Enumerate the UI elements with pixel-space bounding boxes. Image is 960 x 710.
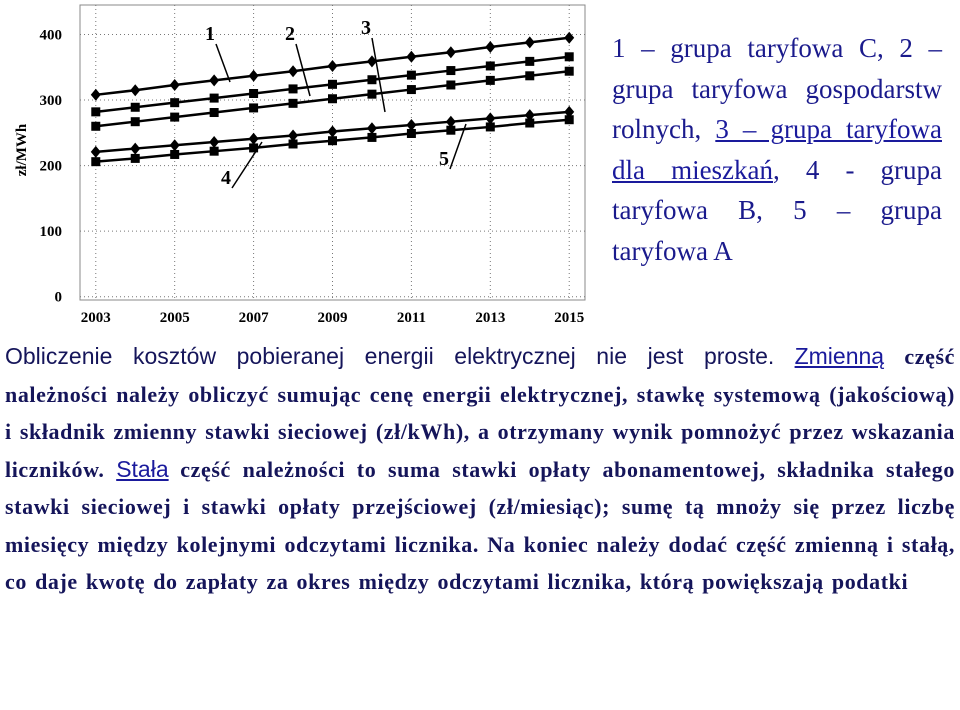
marker [525, 71, 535, 81]
series-label: 4 [221, 167, 231, 189]
x-tick-label: 2003 [81, 310, 111, 326]
marker [91, 107, 101, 117]
marker [367, 132, 377, 142]
marker [366, 122, 377, 135]
marker [209, 74, 220, 87]
y-tick-label: 300 [40, 93, 63, 109]
marker [130, 102, 140, 112]
marker [446, 66, 456, 76]
marker [249, 103, 259, 113]
marker [90, 88, 101, 101]
marker [406, 128, 416, 138]
marker [91, 121, 101, 131]
marker [248, 132, 259, 145]
marker [445, 115, 456, 128]
y-tick-label: 0 [55, 290, 63, 306]
marker [406, 118, 417, 131]
marker [564, 66, 574, 76]
marker [525, 56, 535, 66]
marker [406, 85, 416, 95]
marker [209, 93, 219, 103]
marker [564, 52, 574, 62]
marker [248, 69, 259, 82]
marker [446, 125, 456, 135]
marker [169, 139, 180, 152]
note-text: 3 – grupa taryfowa dla mieszkań [612, 114, 942, 185]
marker [524, 109, 535, 122]
marker [130, 142, 141, 155]
marker [130, 84, 141, 97]
series-label: 1 [205, 23, 215, 45]
marker [91, 157, 101, 167]
marker [564, 105, 575, 118]
marker [328, 79, 337, 89]
y-axis-label: zł/MWh [14, 123, 30, 176]
y-tick-label: 400 [40, 28, 63, 44]
x-tick-label: 2005 [160, 310, 190, 326]
paragraph-text: Obliczenie kosztów pobieranej energii el… [5, 343, 775, 369]
y-tick-label: 200 [40, 159, 63, 175]
side-note: 1 – grupa taryfowa C, 2 – grupa taryfowa… [612, 28, 942, 271]
note-text: , 4 - grupa taryfowa B, 5 – grupa taryfo… [612, 154, 942, 266]
marker [288, 84, 298, 94]
marker [90, 145, 101, 158]
marker [564, 115, 574, 125]
marker [485, 40, 496, 53]
leader-line [215, 43, 231, 83]
marker [170, 98, 180, 108]
marker [130, 153, 140, 163]
marker [485, 75, 495, 85]
series-label: 3 [361, 17, 371, 39]
marker [328, 94, 337, 104]
marker [367, 89, 377, 99]
marker [288, 65, 299, 78]
marker [288, 129, 299, 142]
marker [406, 70, 416, 80]
marker [446, 80, 456, 90]
marker [367, 75, 377, 85]
marker [445, 46, 456, 59]
marker [328, 136, 337, 146]
marker [209, 136, 220, 149]
marker [524, 36, 535, 49]
marker [170, 112, 180, 122]
marker [485, 61, 495, 71]
marker [288, 139, 298, 149]
x-tick-label: 2011 [397, 310, 426, 326]
marker [525, 118, 535, 128]
marker [485, 112, 496, 125]
x-tick-label: 2009 [318, 310, 348, 326]
y-tick-label: 100 [40, 224, 63, 240]
marker [327, 59, 338, 72]
leader-line [371, 37, 386, 113]
paragraph-text: Stała [116, 455, 169, 482]
paragraph-text: Zmienną [794, 343, 885, 369]
paragraph-text: część należności to suma stawki opłaty a… [5, 456, 955, 595]
marker [209, 108, 219, 118]
marker [169, 78, 180, 91]
x-tick-label: 2015 [554, 310, 584, 326]
paragraph: Obliczenie kosztów pobieranej energii el… [5, 338, 955, 601]
paragraph-text: część należności należy obliczyć sumując… [5, 344, 955, 482]
marker [485, 122, 495, 132]
marker [288, 98, 298, 108]
marker [249, 89, 259, 98]
leader-line [295, 43, 311, 97]
note-text: 1 – grupa taryfowa C, 2 – grupa taryfowa… [612, 33, 942, 144]
leader-line [449, 123, 467, 170]
marker [366, 55, 377, 68]
marker [130, 117, 140, 127]
marker [406, 50, 417, 63]
x-tick-label: 2013 [475, 310, 505, 326]
series-label: 2 [285, 23, 295, 45]
chart: zł/MWh 0 100 200 300 400 2003 2005 2007 2009 2011… [14, 4, 586, 326]
marker [170, 149, 180, 159]
marker [327, 125, 338, 138]
series-label: 5 [439, 148, 449, 170]
marker [209, 146, 219, 156]
x-tick-label: 2007 [239, 310, 270, 326]
marker [249, 143, 259, 153]
marker [564, 31, 575, 44]
